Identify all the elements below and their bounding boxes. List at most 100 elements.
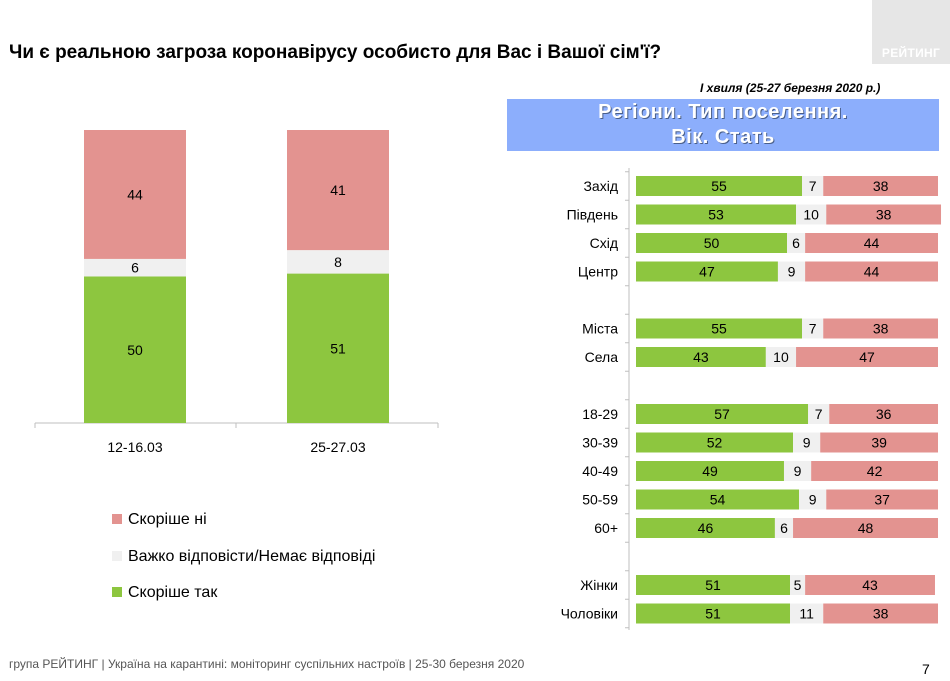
y-tick-label: 18-29 (582, 406, 618, 422)
data-label-yes: 52 (707, 435, 723, 451)
bar-segment-yes (636, 261, 778, 282)
data-label-yes: 51 (705, 577, 721, 593)
page-number: 7 (922, 661, 930, 677)
bar-segment-no (823, 603, 938, 624)
bar-segment-hard (774, 518, 794, 538)
bar-segment-hard (287, 250, 389, 274)
y-tick-label: Захід (583, 178, 618, 194)
data-label-yes: 50 (127, 342, 143, 358)
y-tick-label: 50-59 (582, 492, 618, 508)
bar-segment-hard (84, 258, 186, 277)
data-label-no: 42 (867, 463, 883, 479)
bar-segment-yes (636, 176, 803, 196)
bar-segment-no (823, 176, 938, 196)
data-label-no: 44 (864, 264, 880, 280)
data-label-yes: 49 (702, 463, 718, 479)
bar-segment-no (826, 204, 942, 225)
data-label-yes: 54 (710, 492, 726, 508)
data-label-no: 36 (876, 406, 892, 422)
data-label-no: 38 (873, 606, 889, 622)
header-line-2: Вік. Стать (671, 126, 775, 148)
bar-segment-yes (636, 347, 766, 367)
legend-swatch-hard (112, 551, 122, 561)
page-title: Чи є реальною загроза коронавірусу особи… (9, 42, 662, 63)
data-label-hard: 7 (809, 321, 817, 337)
logo: РЕЙТИНГ (872, 0, 950, 64)
footer-text: група РЕЙТИНГ | Україна на карантині: мо… (9, 657, 525, 671)
logo-text: РЕЙТИНГ (881, 46, 941, 60)
bar-segment-no (823, 318, 938, 339)
y-tick-label: Чоловіки (561, 606, 618, 622)
bar-segment-hard (802, 318, 824, 339)
data-label-hard: 9 (794, 463, 802, 479)
data-label-no: 44 (864, 235, 880, 251)
data-label-hard: 7 (815, 406, 823, 422)
y-tick-label: 40-49 (582, 463, 618, 479)
bar-segment-yes (636, 404, 809, 424)
data-label-no: 47 (859, 349, 875, 365)
y-tick-label: Жінки (580, 577, 618, 593)
breakdown-header: Регіони. Тип поселення. Вік. Стать (507, 99, 939, 151)
data-label-no: 38 (876, 207, 892, 223)
bar-segment-no (811, 461, 938, 481)
bar-segment-yes (287, 273, 389, 423)
data-label-hard: 11 (799, 606, 814, 622)
bar-segment-no (287, 130, 389, 251)
trend-stacked-bar-chart: 50 6 44 12-16.03 51 8 41 25-27.03 (34, 130, 439, 455)
data-label-yes: 53 (708, 207, 724, 223)
data-label-yes: 51 (705, 606, 721, 622)
data-label-yes: 55 (711, 178, 727, 194)
bar-segment-hard (799, 489, 827, 510)
data-label-hard: 7 (809, 178, 817, 194)
y-tick-label: 60+ (594, 520, 618, 536)
bar-segment-no (820, 432, 938, 453)
data-label-no: 43 (862, 577, 878, 593)
data-label-no: 38 (873, 321, 889, 337)
bar-segment-yes (636, 432, 794, 453)
data-label-yes: 43 (693, 349, 709, 365)
data-label-yes: 50 (704, 235, 720, 251)
bar-segment-hard (790, 575, 806, 595)
data-label-hard: 6 (792, 235, 800, 251)
bar-segment-hard (796, 204, 827, 225)
bar-segment-no (829, 404, 938, 424)
y-tick-label: Села (585, 349, 619, 365)
bar-segment-hard (793, 432, 821, 453)
data-label-yes: 55 (711, 321, 727, 337)
data-label-hard: 6 (131, 260, 139, 276)
bar-segment-no (805, 575, 935, 595)
data-label-no: 44 (127, 186, 143, 202)
data-label-hard: 5 (794, 577, 802, 593)
data-label-hard: 10 (803, 207, 819, 223)
data-label-hard: 9 (788, 264, 796, 280)
bar-segment-yes (636, 233, 787, 253)
data-label-no: 48 (858, 520, 874, 536)
data-label-no: 41 (330, 182, 346, 198)
bar-segment-no (793, 518, 938, 538)
bar-segment-yes (636, 603, 791, 624)
data-label-no: 37 (874, 492, 890, 508)
data-label-no: 39 (871, 435, 887, 451)
bar-segment-yes (636, 489, 800, 510)
bar-segment-no (796, 347, 938, 367)
y-tick-label: 30-39 (582, 435, 618, 451)
bar-segment-no (805, 261, 938, 282)
y-tick-label: Південь (567, 207, 618, 223)
bar-segment-yes (84, 276, 186, 423)
legend-swatch-yes (112, 587, 122, 597)
bar-segment-no (826, 489, 938, 510)
y-tick-label: Міста (582, 321, 618, 337)
wave-note: І хвиля (25-27 березня 2020 р.) (700, 81, 881, 95)
bar-segment-hard (808, 404, 830, 424)
legend-item-no: Скоріше ні (112, 511, 207, 529)
bar-segment-yes (636, 575, 791, 595)
data-label-yes: 46 (698, 520, 714, 536)
data-label-hard: 10 (773, 349, 789, 365)
legend-label-yes: Скоріше так (128, 584, 218, 601)
x-tick-label: 25-27.03 (310, 439, 365, 455)
data-label-hard: 9 (809, 492, 817, 508)
legend-label-no: Скоріше ні (128, 511, 207, 528)
data-label-hard: 6 (780, 520, 788, 536)
data-label-no: 38 (873, 178, 889, 194)
